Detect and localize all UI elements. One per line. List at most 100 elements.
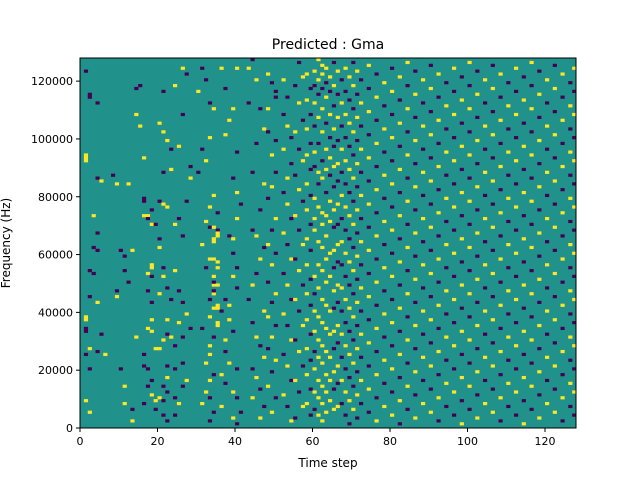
heatmap-cell bbox=[304, 401, 309, 406]
heatmap-cell bbox=[459, 422, 464, 426]
heatmap-cell bbox=[444, 404, 449, 409]
heatmap-cell bbox=[173, 396, 178, 400]
heatmap-cell bbox=[153, 399, 158, 403]
heatmap-cell bbox=[343, 159, 348, 163]
heatmap-cell bbox=[215, 323, 220, 328]
heatmap-cell bbox=[246, 66, 251, 70]
heatmap-cell bbox=[537, 347, 542, 351]
heatmap-cell bbox=[498, 373, 503, 377]
heatmap-cell bbox=[351, 361, 356, 365]
heatmap-cell bbox=[436, 419, 441, 423]
heatmap-cell bbox=[374, 188, 379, 192]
heatmap-cell bbox=[552, 341, 557, 345]
heatmap-cell bbox=[382, 81, 387, 85]
heatmap-cell bbox=[374, 234, 379, 238]
heatmap-cell bbox=[498, 118, 503, 122]
heatmap-cell bbox=[316, 58, 321, 62]
heatmap-cell bbox=[207, 101, 213, 105]
heatmap-cell bbox=[355, 138, 360, 143]
heatmap-cell bbox=[421, 170, 426, 174]
heatmap-cell bbox=[343, 251, 348, 255]
heatmap-cell bbox=[359, 124, 364, 128]
heatmap-cell bbox=[428, 63, 433, 67]
heatmap-cell bbox=[355, 185, 360, 189]
heatmap-cell bbox=[529, 315, 534, 319]
heatmap-cell bbox=[359, 147, 364, 151]
heatmap-cell bbox=[568, 381, 573, 385]
heatmap-cell bbox=[552, 271, 557, 276]
heatmap-cell bbox=[320, 211, 325, 215]
heatmap-cell bbox=[506, 127, 511, 131]
heatmap-cell bbox=[545, 193, 550, 198]
heatmap-cell bbox=[320, 419, 325, 423]
heatmap-cell bbox=[452, 367, 457, 371]
heatmap-cell bbox=[436, 349, 441, 354]
heatmap-cell bbox=[552, 156, 557, 160]
heatmap-cell bbox=[552, 248, 557, 252]
heatmap-cell bbox=[529, 245, 534, 250]
heatmap-cell bbox=[568, 196, 573, 200]
heatmap-cell bbox=[552, 133, 557, 137]
heatmap-cell bbox=[331, 387, 337, 391]
heatmap-cell bbox=[359, 101, 364, 105]
heatmap-cell bbox=[293, 130, 298, 134]
heatmap-cell bbox=[262, 245, 267, 250]
heatmap-cell bbox=[351, 222, 356, 226]
heatmap-cell bbox=[537, 393, 542, 397]
heatmap-cell bbox=[572, 390, 577, 394]
heatmap-cell bbox=[227, 303, 232, 307]
heatmap-cell bbox=[413, 138, 418, 143]
heatmap-cell bbox=[514, 136, 519, 140]
heatmap-cell bbox=[351, 407, 356, 411]
heatmap-cell bbox=[211, 193, 216, 198]
heatmap-cell bbox=[312, 84, 317, 88]
heatmap-cell bbox=[83, 399, 89, 403]
heatmap-cell bbox=[490, 387, 495, 391]
heatmap-cell bbox=[289, 297, 294, 302]
heatmap-cell bbox=[258, 416, 263, 420]
heatmap-cell bbox=[382, 127, 387, 131]
heatmap-cell bbox=[436, 303, 441, 307]
heatmap-cell bbox=[312, 292, 317, 296]
heatmap-cell bbox=[312, 309, 317, 313]
heatmap-cell bbox=[231, 416, 236, 420]
heatmap-cell bbox=[254, 141, 259, 146]
heatmap-cell bbox=[343, 390, 348, 394]
heatmap-cell bbox=[343, 89, 348, 93]
heatmap-cell bbox=[316, 378, 321, 383]
heatmap-cell bbox=[483, 240, 488, 244]
heatmap-cell bbox=[390, 182, 395, 186]
heatmap-cell bbox=[215, 231, 220, 235]
heatmap-cell bbox=[91, 214, 96, 218]
heatmap-cell bbox=[328, 156, 333, 160]
heatmap-cell bbox=[529, 361, 534, 365]
heatmap-cell bbox=[165, 286, 170, 290]
heatmap-cell bbox=[421, 355, 426, 359]
heatmap-cell bbox=[297, 269, 302, 273]
heatmap-cell bbox=[188, 164, 193, 169]
heatmap-cell bbox=[390, 66, 395, 70]
heatmap-cell bbox=[219, 309, 224, 313]
heatmap-cell bbox=[149, 222, 154, 226]
heatmap-cell bbox=[235, 66, 240, 70]
heatmap-cell bbox=[514, 251, 519, 255]
heatmap-cell bbox=[405, 107, 410, 111]
heatmap-cell bbox=[552, 410, 557, 414]
heatmap-cell bbox=[285, 364, 290, 368]
heatmap-cell bbox=[568, 81, 573, 85]
heatmap-cell bbox=[359, 309, 364, 313]
heatmap-cell bbox=[397, 167, 402, 172]
heatmap-cell bbox=[308, 277, 313, 281]
heatmap-cell bbox=[405, 130, 410, 134]
heatmap-cell bbox=[351, 107, 356, 111]
heatmap-cell bbox=[142, 156, 147, 160]
heatmap-cell bbox=[331, 185, 337, 189]
heatmap-cell bbox=[289, 419, 294, 423]
heatmap-cell bbox=[254, 375, 259, 380]
heatmap-cell bbox=[428, 364, 433, 368]
heatmap-cell bbox=[452, 344, 457, 348]
heatmap-cell bbox=[347, 167, 352, 172]
heatmap-cell bbox=[498, 419, 503, 423]
heatmap-cell bbox=[521, 144, 526, 148]
heatmap-cell bbox=[459, 167, 464, 172]
